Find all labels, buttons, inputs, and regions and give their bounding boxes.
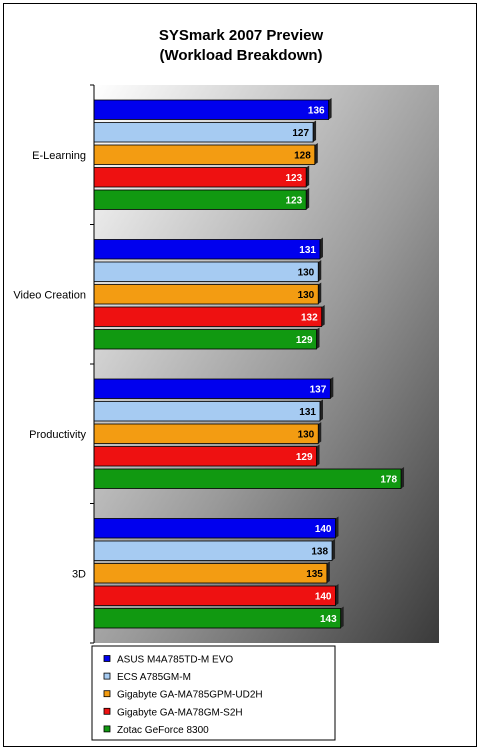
bar-zotac-geforce-8300-productivity [93,468,402,489]
bar-depth [332,539,336,561]
data-label: 129 [296,452,313,463]
bar-asus-m4a785td-m-evo-e-learning [93,99,330,120]
bar-gigabyte-ga-ma78gm-s2h-e-learning [93,167,307,188]
legend-label-asus-m4a785td-m-evo: ASUS M4A785TD-M EVO [117,655,233,666]
bar-asus-m4a785td-m-evo-3d [93,518,336,539]
bar-ecs-a785gm-m-video-creation [93,261,319,282]
bar-gigabyte-ga-ma785gpm-ud2h-e-learning [93,144,316,165]
category-label-video-creation: Video Creation [13,289,86,301]
bar-depth [335,516,339,538]
category-label-productivity: Productivity [29,429,86,441]
data-label: 129 [296,335,313,346]
bars-layer: 136 127 128 123 123 131 130 130 132 129 137 131 130 1… [93,98,405,629]
bar-depth [326,561,330,583]
data-label: 128 [294,150,311,161]
bar-gigabyte-ga-ma785gpm-ud2h-productivity [93,423,319,444]
data-label: 130 [298,290,315,301]
bar-gigabyte-ga-ma78gm-s2h-3d [93,585,336,606]
bar-ecs-a785gm-m-productivity [93,401,321,422]
bar-depth [318,260,322,282]
data-label: 140 [315,591,332,602]
category-label-e-learning: E-Learning [32,150,86,162]
data-label: 178 [380,474,397,485]
legend-swatch-gigabyte-ga-ma785gpm-ud2h [103,690,111,698]
bar-depth [319,237,323,259]
bar-gigabyte-ga-ma785gpm-ud2h-3d [93,563,328,584]
data-label: 123 [285,195,302,206]
bar-gigabyte-ga-ma78gm-s2h-video-creation [93,306,323,327]
bar-depth [318,282,322,304]
bar-depth [318,422,322,444]
bar-depth [321,305,325,327]
bar-depth [328,98,332,120]
data-label: 131 [299,245,316,256]
data-label: 130 [298,267,315,278]
data-label: 143 [320,614,337,625]
legend-box [91,645,336,741]
data-label: 127 [292,128,309,139]
data-label: 123 [285,173,302,184]
chart-subtitle: (Workload Breakdown) [159,47,322,64]
legend-swatch-asus-m4a785td-m-evo [103,655,111,662]
data-label: 131 [299,407,316,418]
bar-asus-m4a785td-m-evo-video-creation [93,239,321,260]
legend-swatch-ecs-a785gm-m [103,672,111,680]
category-label-3d: 3D [72,568,86,580]
bar-asus-m4a785td-m-evo-productivity [93,378,331,399]
data-label: 136 [308,105,325,116]
bar-gigabyte-ga-ma78gm-s2h-productivity [93,446,317,467]
data-label: 140 [315,524,332,535]
legend-swatch-zotac-geforce-8300 [103,725,111,733]
category-labels: E-Learning Video Creation Productivity 3D [13,150,86,581]
bar-depth [330,377,334,399]
bar-depth [316,444,320,466]
bar-depth [319,399,323,421]
legend: ASUS M4A785TD-M EVO ECS A785GM-M Gigabyte … [103,655,263,736]
bar-gigabyte-ga-ma785gpm-ud2h-video-creation [93,284,319,305]
data-label: 132 [301,312,318,323]
bar-depth [401,467,405,489]
bar-ecs-a785gm-m-e-learning [93,122,314,143]
bar-depth [306,188,310,210]
legend-swatch-gigabyte-ga-ma78gm-s2h [103,707,111,715]
data-label: 130 [298,429,315,440]
legend-label-ecs-a785gm-m: ECS A785GM-M [117,672,191,683]
legend-label-zotac-geforce-8300: Zotac GeForce 8300 [117,725,209,736]
bar-zotac-geforce-8300-3d [93,608,342,629]
chart-title: SYSmark 2007 Preview [159,27,324,44]
chart-svg: SYSmark 2007 Preview (Workload Breakdown… [13,27,439,741]
legend-label-gigabyte-ga-ma785gpm-ud2h: Gigabyte GA-MA785GPM-UD2H [117,690,263,701]
bar-depth [314,143,318,165]
bar-depth [313,120,317,142]
bar-depth [335,584,339,606]
bar-depth [316,327,320,349]
bar-depth [340,606,344,628]
bar-zotac-geforce-8300-e-learning [93,189,307,210]
bar-depth [306,165,310,187]
ticks-layer [90,84,94,644]
bar-zotac-geforce-8300-video-creation [93,329,317,350]
bar-ecs-a785gm-m-3d [93,540,333,561]
data-label: 138 [311,546,328,557]
data-label: 135 [306,569,323,580]
legend-label-gigabyte-ga-ma78gm-s2h: Gigabyte GA-MA78GM-S2H [117,707,243,718]
chart-frame: SYSmark 2007 Preview (Workload Breakdown… [3,3,477,747]
data-label: 137 [310,384,327,395]
